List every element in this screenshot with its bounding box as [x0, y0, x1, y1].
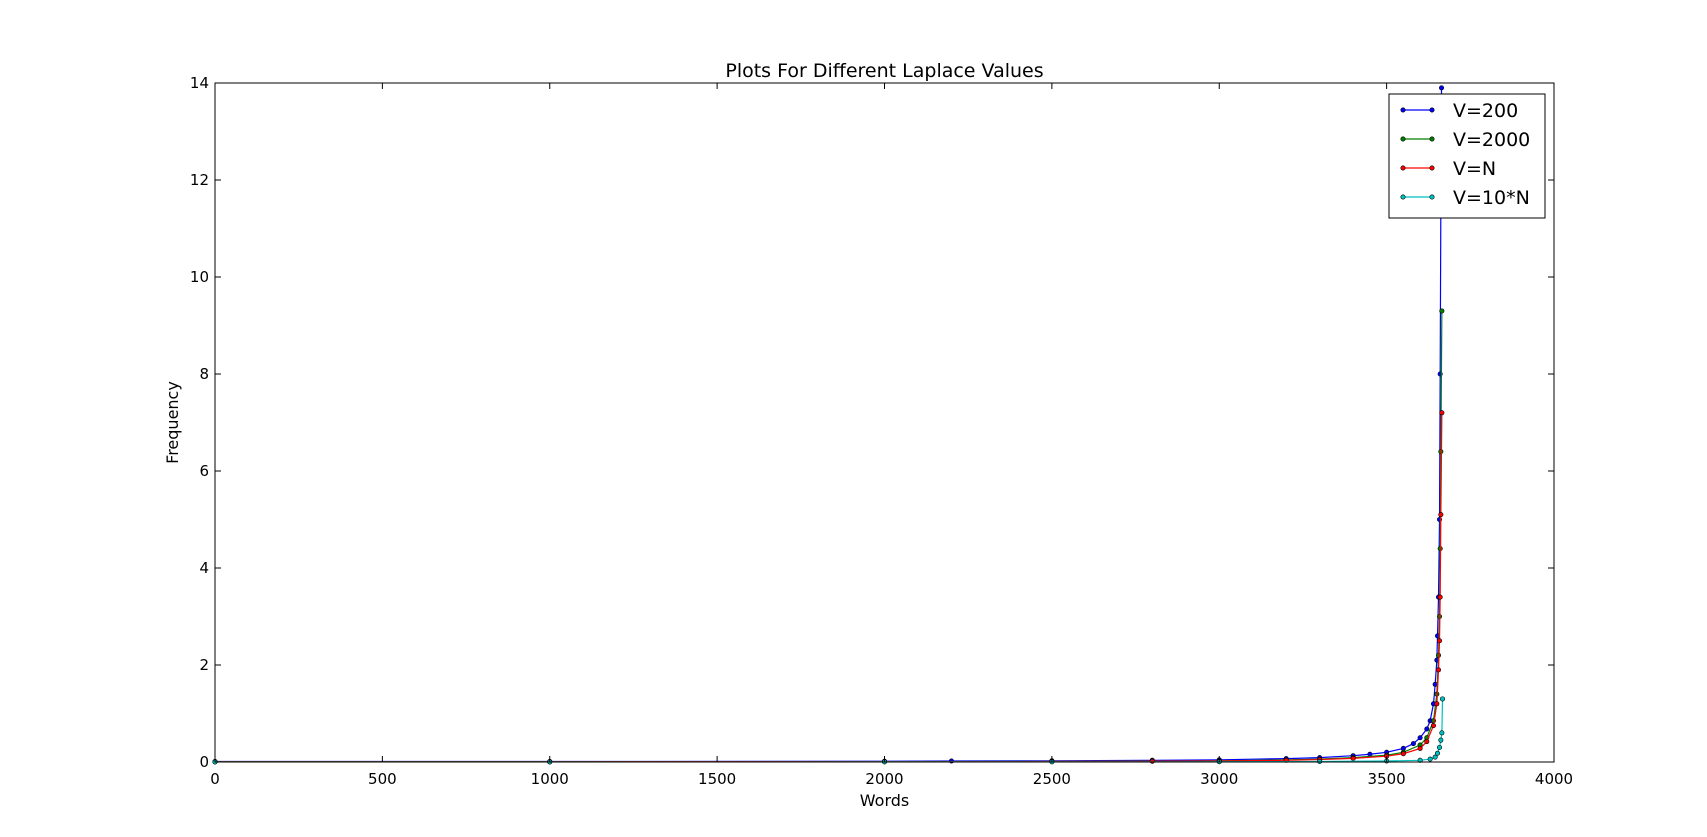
legend-item: V=N	[1400, 158, 1496, 180]
x-tick-label: 3500	[1368, 770, 1406, 788]
legend-label: V=10*N	[1453, 187, 1530, 209]
legend-item: V=2000	[1400, 129, 1530, 151]
data-point	[1439, 308, 1445, 314]
data-point	[1438, 737, 1444, 743]
x-tick-label: 2000	[865, 770, 903, 788]
x-tick-label: 0	[210, 770, 220, 788]
x-tick-label: 4000	[1535, 770, 1573, 788]
legend-label: V=2000	[1453, 129, 1530, 151]
legend-marker	[1429, 136, 1435, 142]
series-line	[215, 87, 1443, 763]
x-tick-label: 1500	[698, 770, 736, 788]
x-tick-label: 2500	[1033, 770, 1071, 788]
legend-marker	[1429, 194, 1435, 200]
data-point	[1430, 723, 1436, 729]
legend-marker	[1400, 194, 1406, 200]
data-point	[1439, 410, 1445, 416]
x-tick-label: 500	[368, 770, 397, 788]
legend-item: V=10*N	[1400, 187, 1530, 209]
legend: V=200 V=2000 V=N V=10*N	[1388, 93, 1546, 219]
data-point	[1440, 696, 1446, 702]
data-point	[1438, 449, 1444, 455]
y-tick-label: 12	[190, 171, 209, 189]
y-axis-title: Frequency	[163, 381, 182, 464]
y-tick-label: 6	[199, 462, 209, 480]
x-axis: 0 500 1000 1500 2000 2500 3000 3500 4000	[210, 83, 1573, 788]
data-point	[1436, 667, 1442, 673]
legend-item: V=200	[1400, 100, 1518, 122]
y-tick-label: 8	[199, 365, 209, 383]
y-axis: 0 2 4 6 8 10 12 14	[190, 74, 1554, 771]
data-point	[1410, 741, 1416, 747]
legend-label: V=N	[1453, 158, 1496, 180]
x-axis-title: Words	[860, 791, 909, 810]
legend-marker	[1400, 107, 1406, 113]
legend-marker	[1400, 165, 1406, 171]
data-point	[1417, 735, 1423, 741]
x-tick-label: 1000	[531, 770, 569, 788]
y-tick-label: 2	[199, 656, 209, 674]
data-point	[1439, 85, 1445, 91]
data-point	[1435, 750, 1441, 756]
y-tick-label: 4	[199, 559, 209, 577]
data-point	[1439, 730, 1445, 736]
y-tick-label: 14	[190, 74, 209, 92]
data-point	[1437, 638, 1443, 644]
data-point	[1417, 745, 1423, 751]
data-point	[1432, 754, 1438, 760]
data-point	[1427, 756, 1433, 762]
y-tick-label: 0	[199, 753, 209, 771]
plot-background	[215, 83, 1554, 762]
data-point	[1400, 751, 1406, 757]
x-tick-label: 3000	[1200, 770, 1238, 788]
legend-marker	[1400, 136, 1406, 142]
legend-label: V=200	[1453, 100, 1518, 122]
legend-marker	[1429, 107, 1435, 113]
data-point	[1350, 755, 1356, 761]
series-layer	[212, 85, 1446, 765]
data-point	[1437, 744, 1443, 750]
data-point	[1438, 512, 1444, 518]
legend-marker	[1429, 165, 1435, 171]
data-point	[1434, 701, 1440, 707]
chart-title: Plots For Different Laplace Values	[725, 60, 1043, 82]
data-point	[1424, 726, 1430, 732]
data-point	[1424, 739, 1430, 745]
y-tick-label: 10	[190, 268, 209, 286]
data-point	[1437, 594, 1443, 600]
